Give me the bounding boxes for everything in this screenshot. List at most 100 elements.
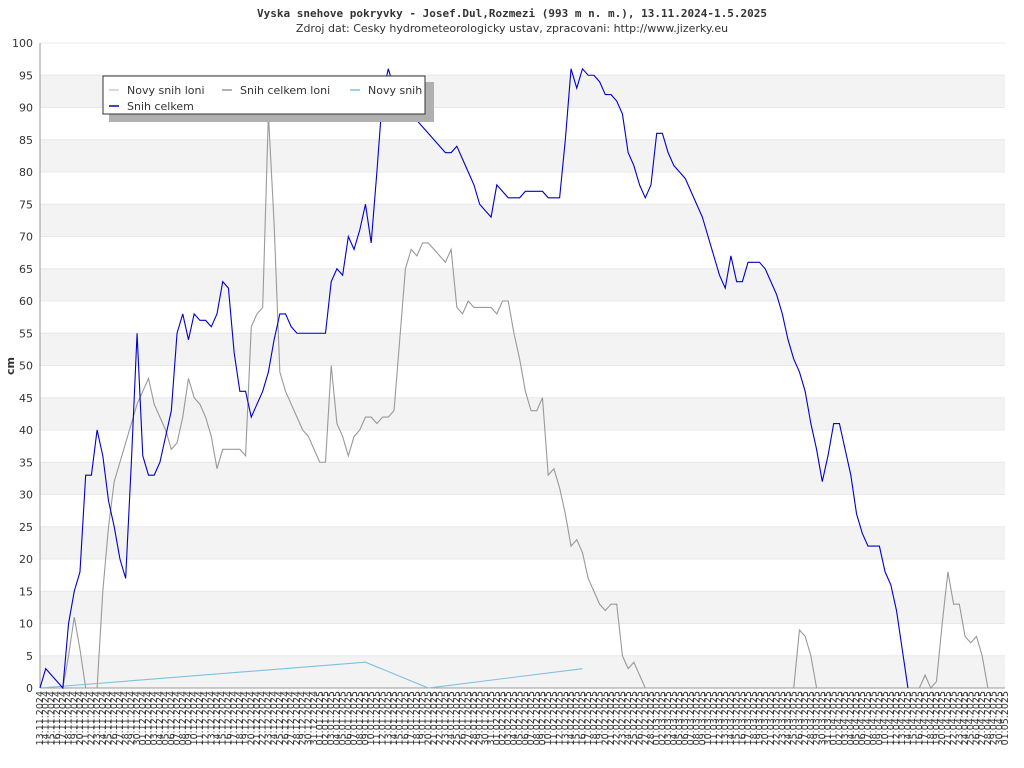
y-tick-label: 15 [19, 585, 33, 598]
x-tick-label: 15.04.2025 [909, 691, 920, 745]
series-line [62, 113, 989, 690]
x-tick-label: 21.02.2025 [606, 691, 617, 745]
y-tick-label: 10 [19, 618, 33, 631]
x-tick-label: 17.04.2025 [920, 691, 931, 745]
x-tick-label: 07.12.2024 [172, 691, 183, 745]
x-tick-label: 13.12.2024 [206, 691, 217, 745]
x-tick-label: 27.11.2024 [115, 691, 126, 745]
x-tick-label: 02.01.2025 [321, 691, 332, 745]
x-tick-label: 29.11.2024 [126, 691, 137, 745]
x-tick-label: 07.04.2025 [863, 691, 874, 745]
x-tick-label: 13.02.2025 [560, 691, 571, 745]
x-tick-label: 28.04.2025 [983, 691, 994, 745]
x-tick-label: 25.04.2025 [966, 691, 977, 745]
grid-band [40, 204, 1005, 237]
y-tick-label: 60 [19, 295, 33, 308]
x-tick-label: 24.03.2025 [783, 691, 794, 745]
x-tick-label: 23.03.2025 [777, 691, 788, 745]
x-tick-label: 12.02.2025 [555, 691, 566, 745]
x-tick-label: 11.01.2025 [372, 691, 383, 745]
x-tick-label: 09.02.2025 [537, 691, 548, 745]
x-tick-label: 26.03.2025 [794, 691, 805, 745]
x-tick-label: 10.02.2025 [543, 691, 554, 745]
x-tick-label: 10.03.2025 [703, 691, 714, 745]
x-tick-label: 24.02.2025 [623, 691, 634, 745]
x-tick-label: 12.12.2024 [201, 691, 212, 745]
x-tick-label: 28.01.2025 [469, 691, 480, 745]
x-tick-label: 08.04.2025 [869, 691, 880, 745]
x-tick-label: 24.12.2024 [269, 691, 280, 745]
x-tick-label: 30.04.2025 [994, 691, 1005, 745]
x-tick-label: 09.12.2024 [183, 691, 194, 745]
x-tick-label: 15.11.2024 [46, 691, 57, 745]
x-tick-label: 29.03.2025 [812, 691, 823, 745]
grid-band [40, 333, 1005, 366]
x-tick-label: 12.04.2025 [892, 691, 903, 745]
x-tick-label: 14.01.2025 [389, 691, 400, 745]
x-tick-label: 20.04.2025 [937, 691, 948, 745]
x-tick-label: 27.02.2025 [640, 691, 651, 745]
x-tick-label: 02.12.2024 [143, 691, 154, 745]
x-tick-label: 22.01.2025 [435, 691, 446, 745]
x-tick-label: 06.02.2025 [520, 691, 531, 745]
x-tick-label: 25.02.2025 [629, 691, 640, 745]
x-tick-label: 21.03.2025 [766, 691, 777, 745]
x-tick-label: 23.12.2024 [263, 691, 274, 745]
x-tick-label: 16.01.2025 [400, 691, 411, 745]
x-tick-label: 14.12.2024 [212, 691, 223, 745]
x-tick-label: 12.03.2025 [714, 691, 725, 745]
y-tick-label: 55 [19, 327, 33, 340]
x-tick-label: 15.12.2024 [218, 691, 229, 745]
x-tick-label: 29.01.2025 [475, 691, 486, 745]
x-tick-label: 25.12.2024 [275, 691, 286, 745]
x-tick-label: 21.11.2024 [81, 691, 92, 745]
x-tick-label: 05.04.2025 [852, 691, 863, 745]
grid-band [40, 268, 1005, 301]
x-tick-label: 16.02.2025 [577, 691, 588, 745]
x-tick-label: 03.04.2025 [840, 691, 851, 745]
y-tick-label: 70 [19, 231, 33, 244]
x-tick-label: 21.04.2025 [943, 691, 954, 745]
x-tick-label: 15.03.2025 [732, 691, 743, 745]
chart-title: Vyska snehove pokryvky - Josef.Dul,Rozme… [257, 7, 767, 20]
x-tick-label: 20.01.2025 [423, 691, 434, 745]
x-tick-label: 07.01.2025 [349, 691, 360, 745]
x-tick-label: 28.02.2025 [646, 691, 657, 745]
x-tick-label: 11.12.2024 [195, 691, 206, 745]
x-tick-label: 15.02.2025 [572, 691, 583, 745]
x-tick-label: 17.03.2025 [743, 691, 754, 745]
y-tick-label: 25 [19, 521, 33, 534]
x-tick-label: 16.12.2024 [223, 691, 234, 745]
x-tick-label: 13.03.2025 [720, 691, 731, 745]
x-tick-label: 24.04.2025 [960, 691, 971, 745]
y-tick-label: 5 [26, 650, 33, 663]
x-tick-label: 22.02.2025 [612, 691, 623, 745]
x-tick-label: 13.11.2024 [35, 691, 46, 745]
grid-band [40, 139, 1005, 172]
x-tick-label: 26.11.2024 [109, 691, 120, 745]
x-tick-label: 27.03.2025 [800, 691, 811, 745]
x-tick-label: 07.03.2025 [686, 691, 697, 745]
x-tick-label: 10.01.2025 [366, 691, 377, 745]
x-tick-label: 29.12.2024 [298, 691, 309, 745]
x-tick-label: 18.02.2025 [589, 691, 600, 745]
x-tick-label: 11.03.2025 [709, 691, 720, 745]
legend-box [102, 75, 426, 115]
x-tick-label: 14.11.2024 [41, 691, 52, 745]
x-tick-label: 21.01.2025 [429, 691, 440, 745]
x-tick-label: 15.01.2025 [395, 691, 406, 745]
x-tick-label: 05.03.2025 [675, 691, 686, 745]
x-tick-label: 26.04.2025 [971, 691, 982, 745]
x-tick-label: 23.11.2024 [92, 691, 103, 745]
x-tick-label: 05.02.2025 [515, 691, 526, 745]
x-tick-label: 22.04.2025 [949, 691, 960, 745]
grid-band [40, 526, 1005, 559]
y-tick-label: 40 [19, 424, 33, 437]
x-tick-label: 05.01.2025 [338, 691, 349, 745]
x-tick-label: 01.12.2024 [138, 691, 149, 745]
x-tick-label: 30.01.2025 [480, 691, 491, 745]
x-tick-label: 14.02.2025 [566, 691, 577, 745]
legend-label: Novy snih loni [127, 84, 205, 97]
x-tick-label: 26.02.2025 [635, 691, 646, 745]
x-tick-label: 23.02.2025 [617, 691, 628, 745]
